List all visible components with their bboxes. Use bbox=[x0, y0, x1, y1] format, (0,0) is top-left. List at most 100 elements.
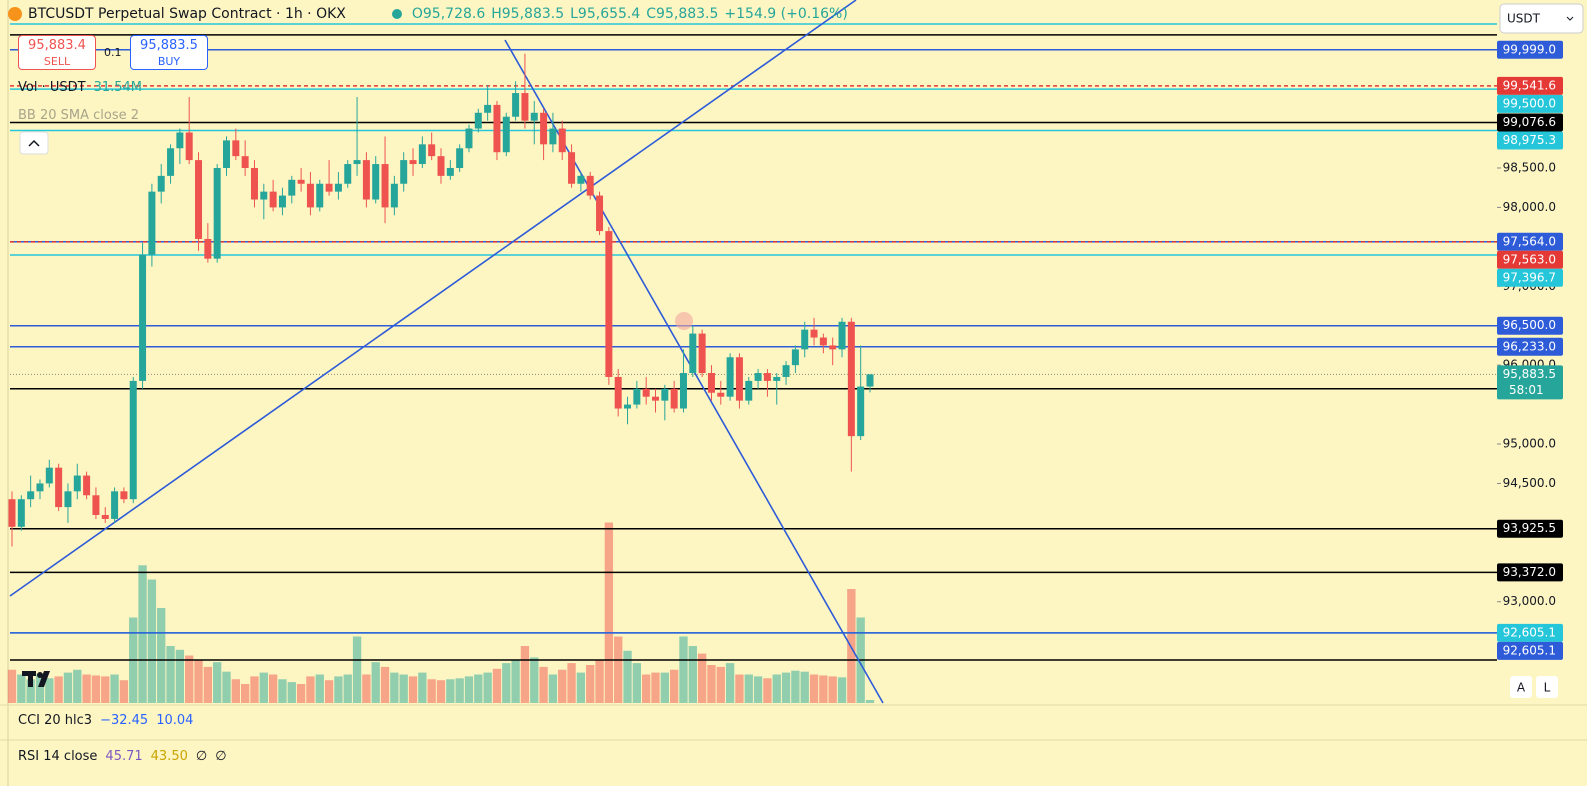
order-size[interactable]: 0.1 bbox=[104, 46, 122, 59]
candle-body bbox=[446, 167, 454, 176]
indicator-value: −32.45 bbox=[100, 713, 149, 728]
candle-body bbox=[540, 112, 548, 145]
currency-label: USDT bbox=[1507, 12, 1541, 26]
indicator-value: 43.50 bbox=[150, 749, 188, 764]
volume-bar bbox=[259, 672, 268, 703]
volume-bar bbox=[343, 674, 352, 703]
volume-bar bbox=[464, 676, 474, 703]
candle-body bbox=[791, 349, 799, 366]
collapse-icon bbox=[28, 139, 40, 147]
price-label: 99,541.6 bbox=[1503, 78, 1556, 92]
collapse-button[interactable] bbox=[19, 131, 49, 155]
y-tick-label: 98,500.0 bbox=[1503, 160, 1556, 174]
logo-part bbox=[28, 671, 33, 687]
volume-bar bbox=[669, 669, 679, 703]
volume-bar bbox=[26, 679, 35, 703]
volume-bar bbox=[399, 674, 408, 703]
current-price-label-bg bbox=[1497, 365, 1563, 400]
price-label: 93,372.0 bbox=[1503, 565, 1556, 579]
price-label-bg bbox=[1497, 94, 1563, 113]
sell-button[interactable]: 95,883.4 SELL bbox=[18, 35, 96, 70]
candle-body bbox=[847, 321, 855, 437]
volume-bar bbox=[408, 676, 418, 703]
candle-body bbox=[428, 144, 436, 157]
candle-body bbox=[64, 491, 72, 508]
candle-body bbox=[250, 167, 258, 200]
candle-body bbox=[176, 132, 184, 149]
candle-body bbox=[232, 140, 240, 157]
volume-bar bbox=[194, 660, 203, 703]
volume-bar bbox=[492, 668, 502, 703]
price-label-bg bbox=[1497, 40, 1563, 59]
volume-bar bbox=[240, 684, 250, 703]
candle-body bbox=[55, 467, 63, 508]
candle-body bbox=[17, 499, 25, 527]
candle-body bbox=[167, 148, 175, 176]
candle-body bbox=[278, 195, 286, 208]
volume-bar bbox=[278, 679, 287, 703]
price-label: 92,605.1 bbox=[1503, 625, 1556, 639]
dropdown-arrow bbox=[1566, 16, 1574, 21]
indicator-value: 31.54M bbox=[93, 80, 143, 95]
volume-bar bbox=[418, 672, 427, 703]
volume-bar bbox=[520, 646, 530, 703]
volume-bar bbox=[735, 674, 744, 703]
candle-body bbox=[717, 392, 725, 397]
currency-dropdown[interactable] bbox=[1499, 3, 1584, 34]
volume-bar bbox=[483, 672, 492, 703]
volume-bar bbox=[231, 679, 240, 703]
volume-bar bbox=[651, 672, 660, 703]
volume-bar bbox=[558, 669, 567, 703]
legend-value: C95,883.5 bbox=[646, 6, 719, 22]
price-label: 96,500.0 bbox=[1503, 318, 1556, 332]
indicator-label: CCI 20 hlc3 bbox=[18, 713, 93, 728]
candle-body bbox=[372, 164, 380, 200]
volume-bar bbox=[427, 679, 436, 703]
candle-body bbox=[670, 388, 678, 409]
market-status bbox=[391, 9, 402, 19]
candle-body bbox=[838, 321, 846, 350]
indicator-label: Vol · USDT bbox=[18, 80, 86, 95]
buy-button[interactable]: 95,883.5 BUY bbox=[130, 35, 208, 70]
volume-bar bbox=[753, 676, 763, 703]
candle-body bbox=[362, 160, 370, 200]
volume-bar bbox=[203, 666, 213, 703]
candle-body bbox=[614, 376, 622, 409]
price-label-bg bbox=[1497, 268, 1563, 287]
candle-body bbox=[73, 475, 81, 492]
candle-body bbox=[353, 160, 361, 165]
price-axis: 98,500.098,000.097,000.096,000.095,000.0… bbox=[1497, 40, 1563, 660]
volume-bar bbox=[446, 679, 455, 703]
volume-bar bbox=[530, 657, 539, 703]
symbol-header: BTCUSDT Perpetual Swap Contract · 1h · O… bbox=[8, 6, 854, 22]
candle-body bbox=[204, 238, 212, 259]
volume-bar bbox=[268, 674, 278, 703]
candle-body bbox=[857, 386, 865, 437]
candle-body bbox=[661, 388, 669, 401]
volume-bar bbox=[63, 672, 73, 703]
volume-bar bbox=[800, 671, 809, 703]
candle-body bbox=[418, 144, 426, 165]
price-label: 99,076.6 bbox=[1503, 115, 1556, 129]
volume-bar bbox=[306, 676, 315, 703]
scale-button[interactable] bbox=[1510, 676, 1532, 698]
price-label: 96,233.0 bbox=[1503, 339, 1556, 353]
candle-body bbox=[316, 183, 324, 208]
candle-body bbox=[465, 128, 473, 149]
legend-value: L95,655.4 bbox=[570, 6, 641, 22]
candle-body bbox=[707, 373, 715, 393]
volume-bar bbox=[371, 662, 380, 703]
candle-body bbox=[381, 164, 389, 208]
candle-body bbox=[819, 337, 827, 346]
scale-button[interactable] bbox=[1536, 676, 1558, 698]
buy-price: 95,883.5 bbox=[140, 38, 198, 53]
volume-bar bbox=[17, 674, 26, 703]
volume-bar bbox=[660, 672, 669, 703]
candle-body bbox=[624, 404, 632, 409]
volume-bar bbox=[781, 672, 791, 703]
volume-bar bbox=[474, 674, 483, 703]
volume-bar bbox=[707, 665, 716, 703]
volume-bar bbox=[455, 678, 464, 703]
